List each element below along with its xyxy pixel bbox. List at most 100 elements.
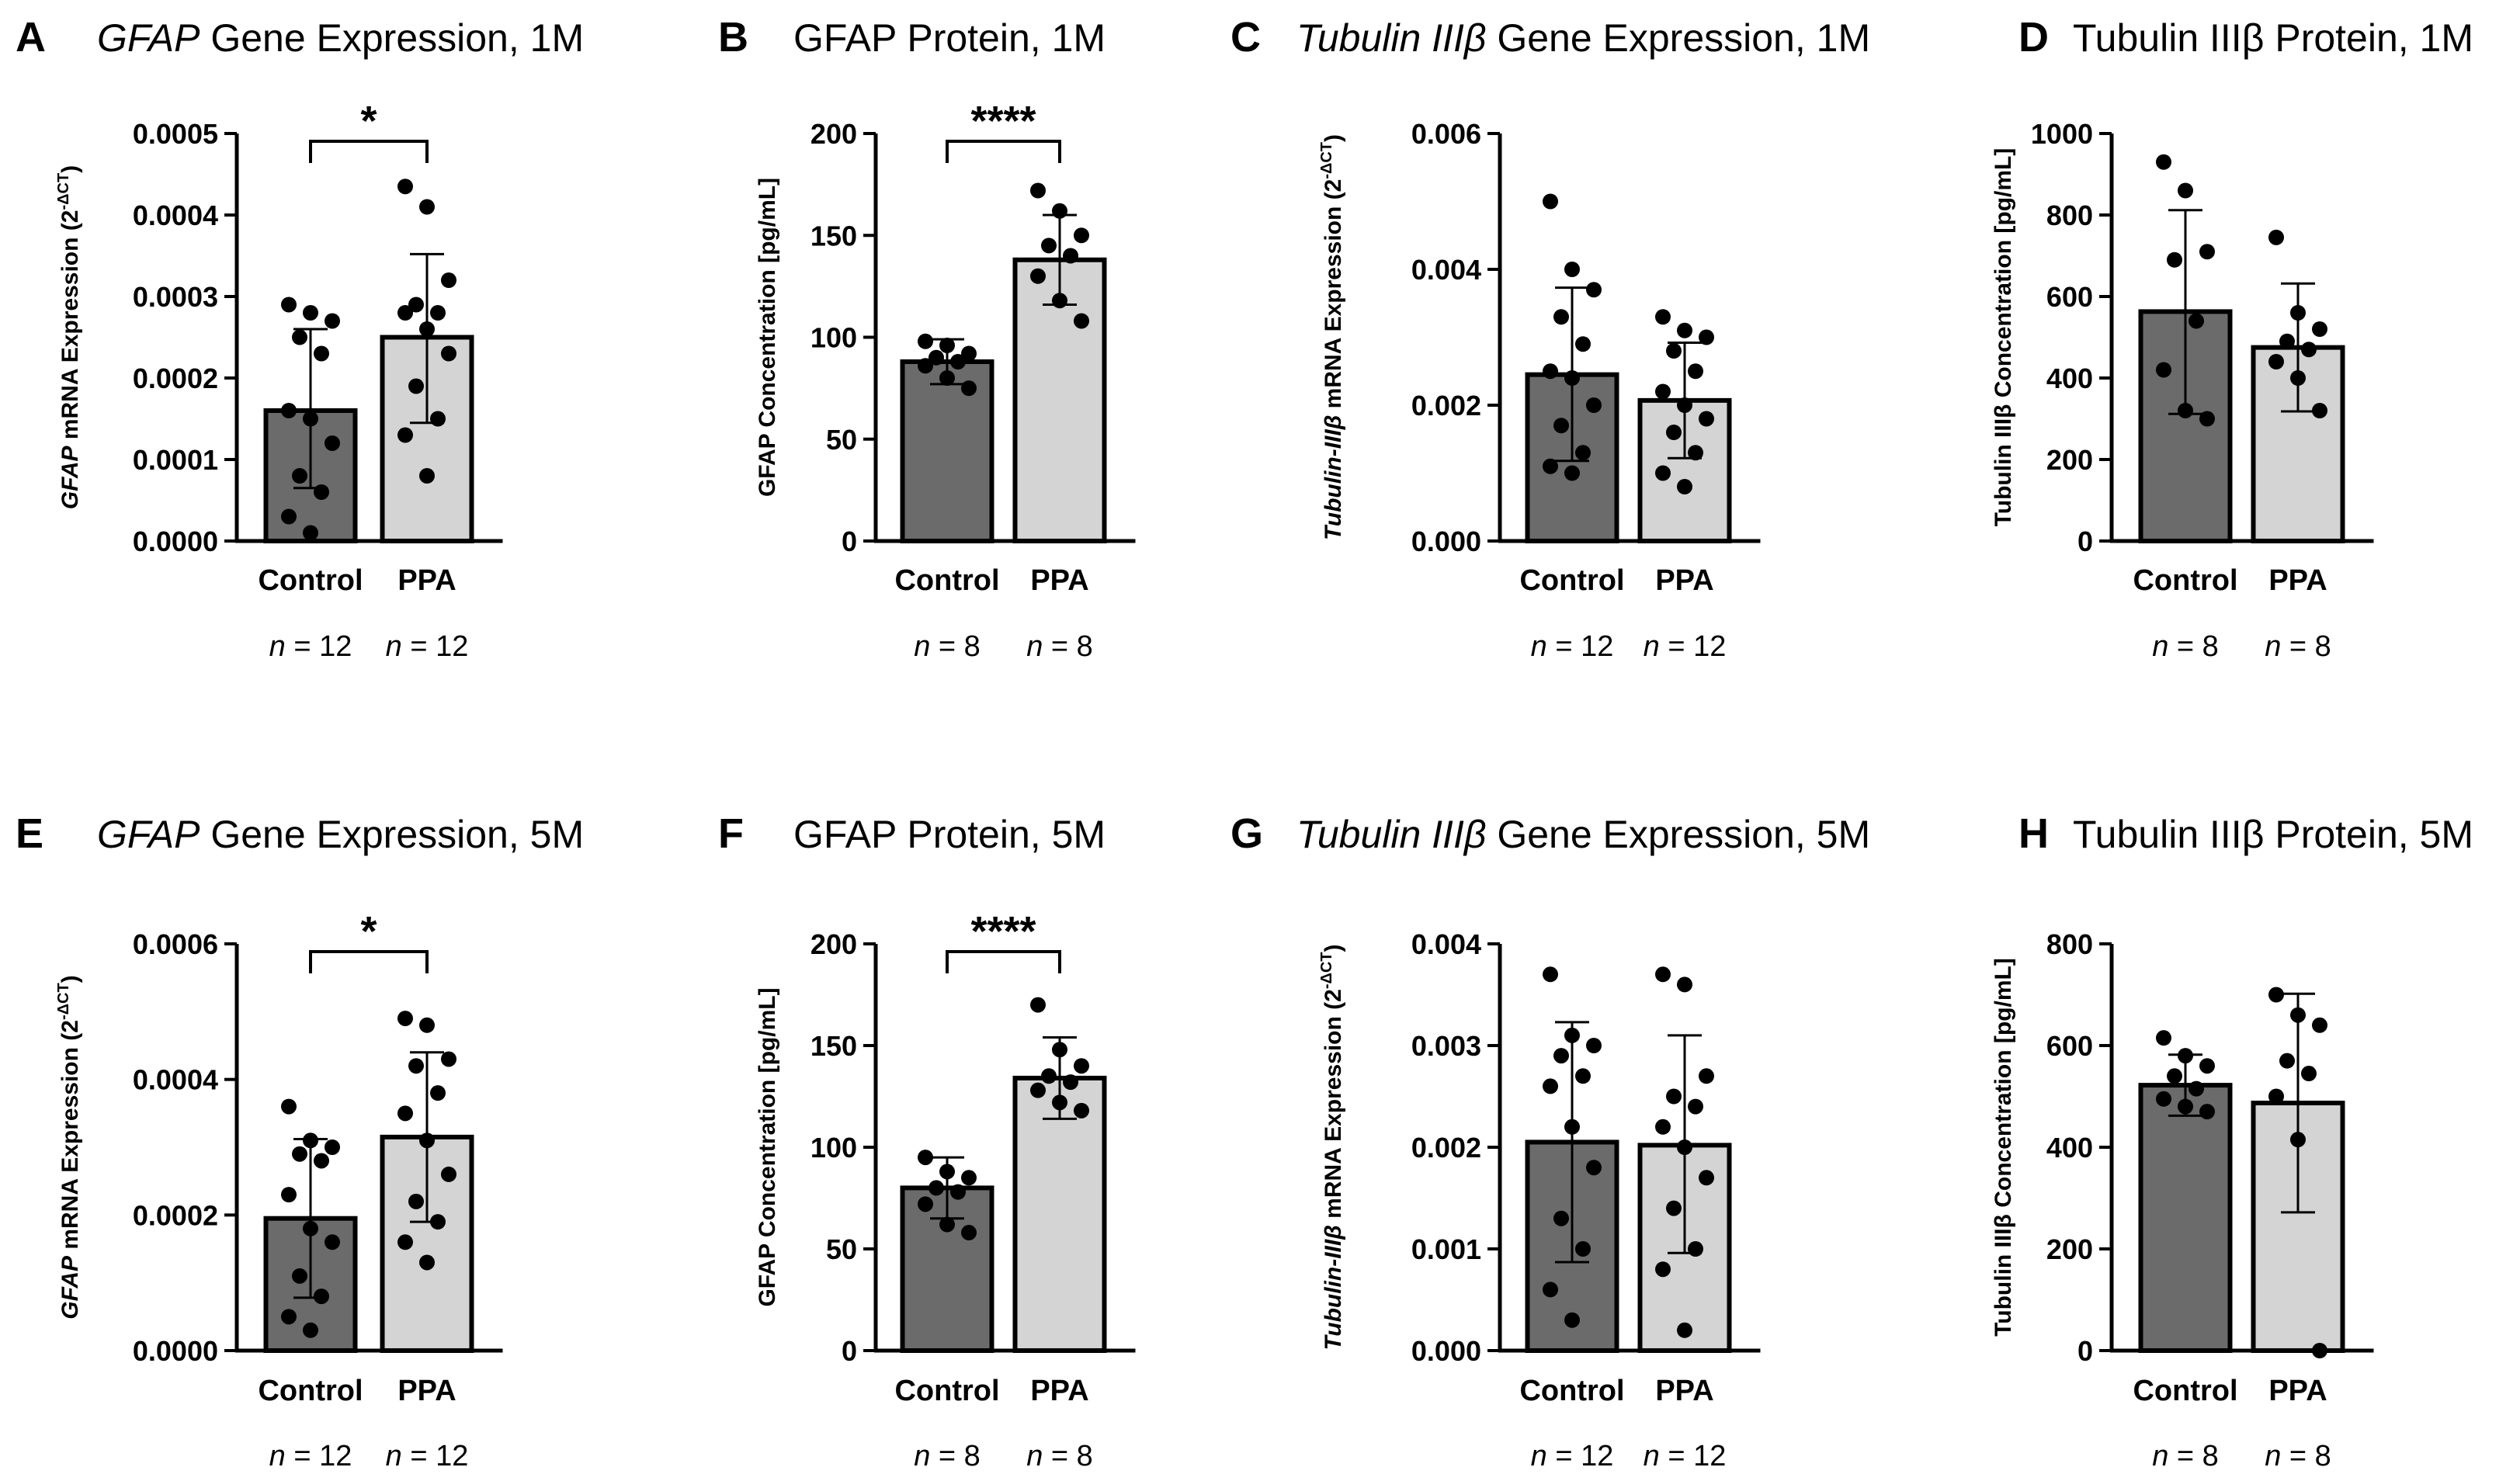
significance-marker: *: [360, 908, 377, 955]
panel-label: A: [16, 14, 46, 61]
data-point: [2268, 229, 2284, 245]
data-point: [1586, 1160, 1602, 1176]
y-tick-label: 800: [2046, 928, 2093, 960]
significance-marker: *: [360, 98, 377, 144]
data-point: [303, 1220, 318, 1236]
data-point: [1074, 1058, 1089, 1074]
n-label: n = 12: [1644, 1440, 1727, 1472]
data-point: [441, 1166, 456, 1182]
data-point: [281, 508, 297, 525]
data-point: [1666, 343, 1682, 359]
data-point: [303, 1322, 318, 1338]
data-point: [314, 1153, 329, 1169]
data-point: [408, 1193, 424, 1209]
data-point: [1052, 1094, 1067, 1111]
data-point: [918, 1196, 933, 1212]
data-point: [441, 272, 456, 288]
panel-D: D Tubulin IIIβ Protein, 1M 0 200 400 600 800 10…: [1991, 14, 2473, 663]
data-point: [1575, 445, 1591, 461]
y-tick-label: 0.004: [1411, 254, 1481, 286]
panel-label: D: [2018, 14, 2049, 61]
data-point: [2189, 313, 2204, 329]
n-label: n = 12: [269, 1440, 352, 1472]
data-point: [397, 1234, 413, 1250]
y-axis-label: GFAP mRNA Expression (2-ΔCT): [55, 975, 83, 1319]
data-point: [1564, 465, 1580, 481]
n-label: n = 8: [1026, 1440, 1093, 1472]
data-point: [441, 345, 456, 362]
data-point: [2199, 1058, 2215, 1074]
data-point: [2178, 403, 2193, 418]
y-tick-label: 0.0003: [133, 281, 218, 313]
data-point: [1655, 383, 1671, 400]
data-point: [1074, 227, 1089, 244]
data-point: [918, 358, 933, 374]
panel-B: B GFAP Protein, 1M 0 50 100 150 200 GFAP Concen…: [718, 14, 1136, 663]
y-tick-label: 0.000: [1411, 1335, 1481, 1367]
data-point: [2279, 333, 2295, 349]
panel-H: H Tubulin IIIβ Protein, 5M 0 200 400 600 800 Tu…: [1991, 810, 2473, 1472]
data-point: [1575, 336, 1591, 352]
data-point: [2156, 1091, 2171, 1107]
data-point: [1543, 966, 1558, 983]
y-tick-label: 200: [2046, 444, 2093, 476]
data-point: [1586, 397, 1602, 413]
data-point: [2167, 1068, 2182, 1084]
panel-C: C Tubulin IIIβ Gene Expression, 1M 0.000 0.…: [1230, 14, 1870, 663]
data-point: [303, 411, 318, 427]
data-point: [1543, 458, 1558, 474]
data-point: [1543, 193, 1558, 210]
y-tick-label: 800: [2046, 199, 2093, 231]
bar-control: [2138, 1083, 2233, 1353]
y-tick-label: 0.0004: [133, 1064, 218, 1096]
data-point: [2178, 182, 2193, 199]
data-point: [430, 1214, 446, 1230]
data-point: [2279, 1053, 2295, 1069]
y-tick-label: 400: [2046, 362, 2093, 394]
category-label: Control: [2133, 1375, 2237, 1407]
data-point: [1655, 309, 1671, 325]
data-point: [2312, 1017, 2327, 1033]
data-point: [2167, 251, 2182, 268]
bar-control: [900, 359, 994, 543]
data-point: [961, 380, 977, 397]
n-label: n = 8: [914, 1440, 981, 1472]
significance-marker: ****: [970, 908, 1036, 955]
y-tick-label: 200: [2046, 1233, 2093, 1265]
significance-bracket: [946, 140, 1061, 163]
y-tick-label: 0.002: [1411, 390, 1481, 421]
data-point: [408, 378, 424, 394]
data-point: [1586, 1038, 1602, 1053]
y-axis-label: Tubulin-IIIβ mRNA Expression (2-ΔCT): [1318, 134, 1346, 540]
data-point: [1677, 479, 1692, 494]
n-label: n = 8: [2152, 630, 2219, 663]
category-label: PPA: [1655, 564, 1713, 597]
n-label: n = 12: [1531, 1440, 1614, 1472]
data-point: [441, 1051, 456, 1067]
data-point: [1655, 465, 1671, 481]
panel-E: E GFAP Gene Expression, 5M 0.0000 0.0002 0.0…: [16, 810, 584, 1472]
data-point: [1575, 1068, 1591, 1084]
y-tick-label: 0.0006: [133, 928, 218, 960]
data-point: [1677, 322, 1692, 338]
y-tick-label: 0: [842, 525, 857, 557]
data-point: [950, 354, 966, 369]
y-tick-label: 600: [2046, 1030, 2093, 1062]
data-point: [939, 1216, 955, 1233]
data-point: [2156, 1030, 2171, 1046]
y-tick-label: 0: [2077, 1335, 2093, 1367]
data-point: [918, 333, 933, 349]
category-label: Control: [258, 564, 363, 597]
data-point: [397, 1011, 413, 1027]
data-point: [397, 305, 413, 321]
panel-label: G: [1230, 810, 1263, 857]
data-point: [961, 1170, 977, 1186]
n-label: n = 12: [386, 630, 469, 663]
data-point: [2290, 1132, 2306, 1148]
data-point: [2199, 411, 2215, 427]
data-point: [1553, 1048, 1569, 1064]
data-point: [2290, 305, 2306, 321]
n-label: n = 8: [1026, 630, 1093, 663]
data-point: [1041, 238, 1057, 254]
